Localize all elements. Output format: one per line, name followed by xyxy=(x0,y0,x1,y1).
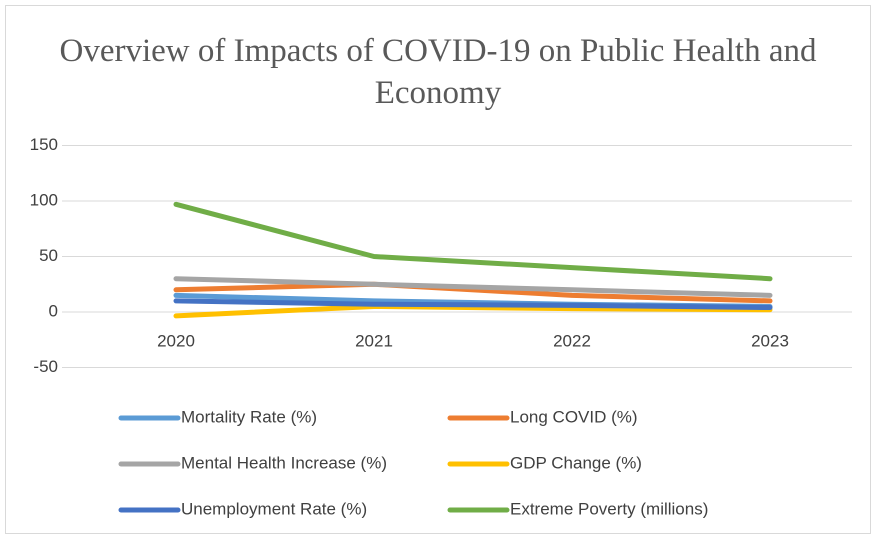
chart-title: Overview of Impacts of COVID-19 on Publi… xyxy=(59,33,817,111)
legend-label: Extreme Poverty (millions) xyxy=(510,499,708,518)
chart-border xyxy=(5,5,871,534)
legend-label: Mortality Rate (%) xyxy=(181,407,317,426)
y-tick-label: 50 xyxy=(39,246,58,265)
series-line xyxy=(173,276,773,298)
y-tick-label: 0 xyxy=(49,301,58,320)
legend-label: Unemployment Rate (%) xyxy=(181,499,367,518)
x-tick-label: 2022 xyxy=(553,331,591,350)
series-line xyxy=(173,281,773,304)
series-line xyxy=(173,303,773,319)
x-tick-label: 2021 xyxy=(355,331,393,350)
series-line xyxy=(173,298,773,311)
y-tick-label: 100 xyxy=(30,190,58,209)
series-line xyxy=(173,201,773,282)
legend-label: Long COVID (%) xyxy=(510,407,638,426)
x-tick-label: 2023 xyxy=(751,331,789,350)
x-tick-label: 2020 xyxy=(157,331,195,350)
y-tick-label: -50 xyxy=(33,357,58,376)
y-tick-label: 150 xyxy=(30,135,58,154)
legend-label: GDP Change (%) xyxy=(510,453,642,472)
legend-label: Mental Health Increase (%) xyxy=(181,453,387,472)
